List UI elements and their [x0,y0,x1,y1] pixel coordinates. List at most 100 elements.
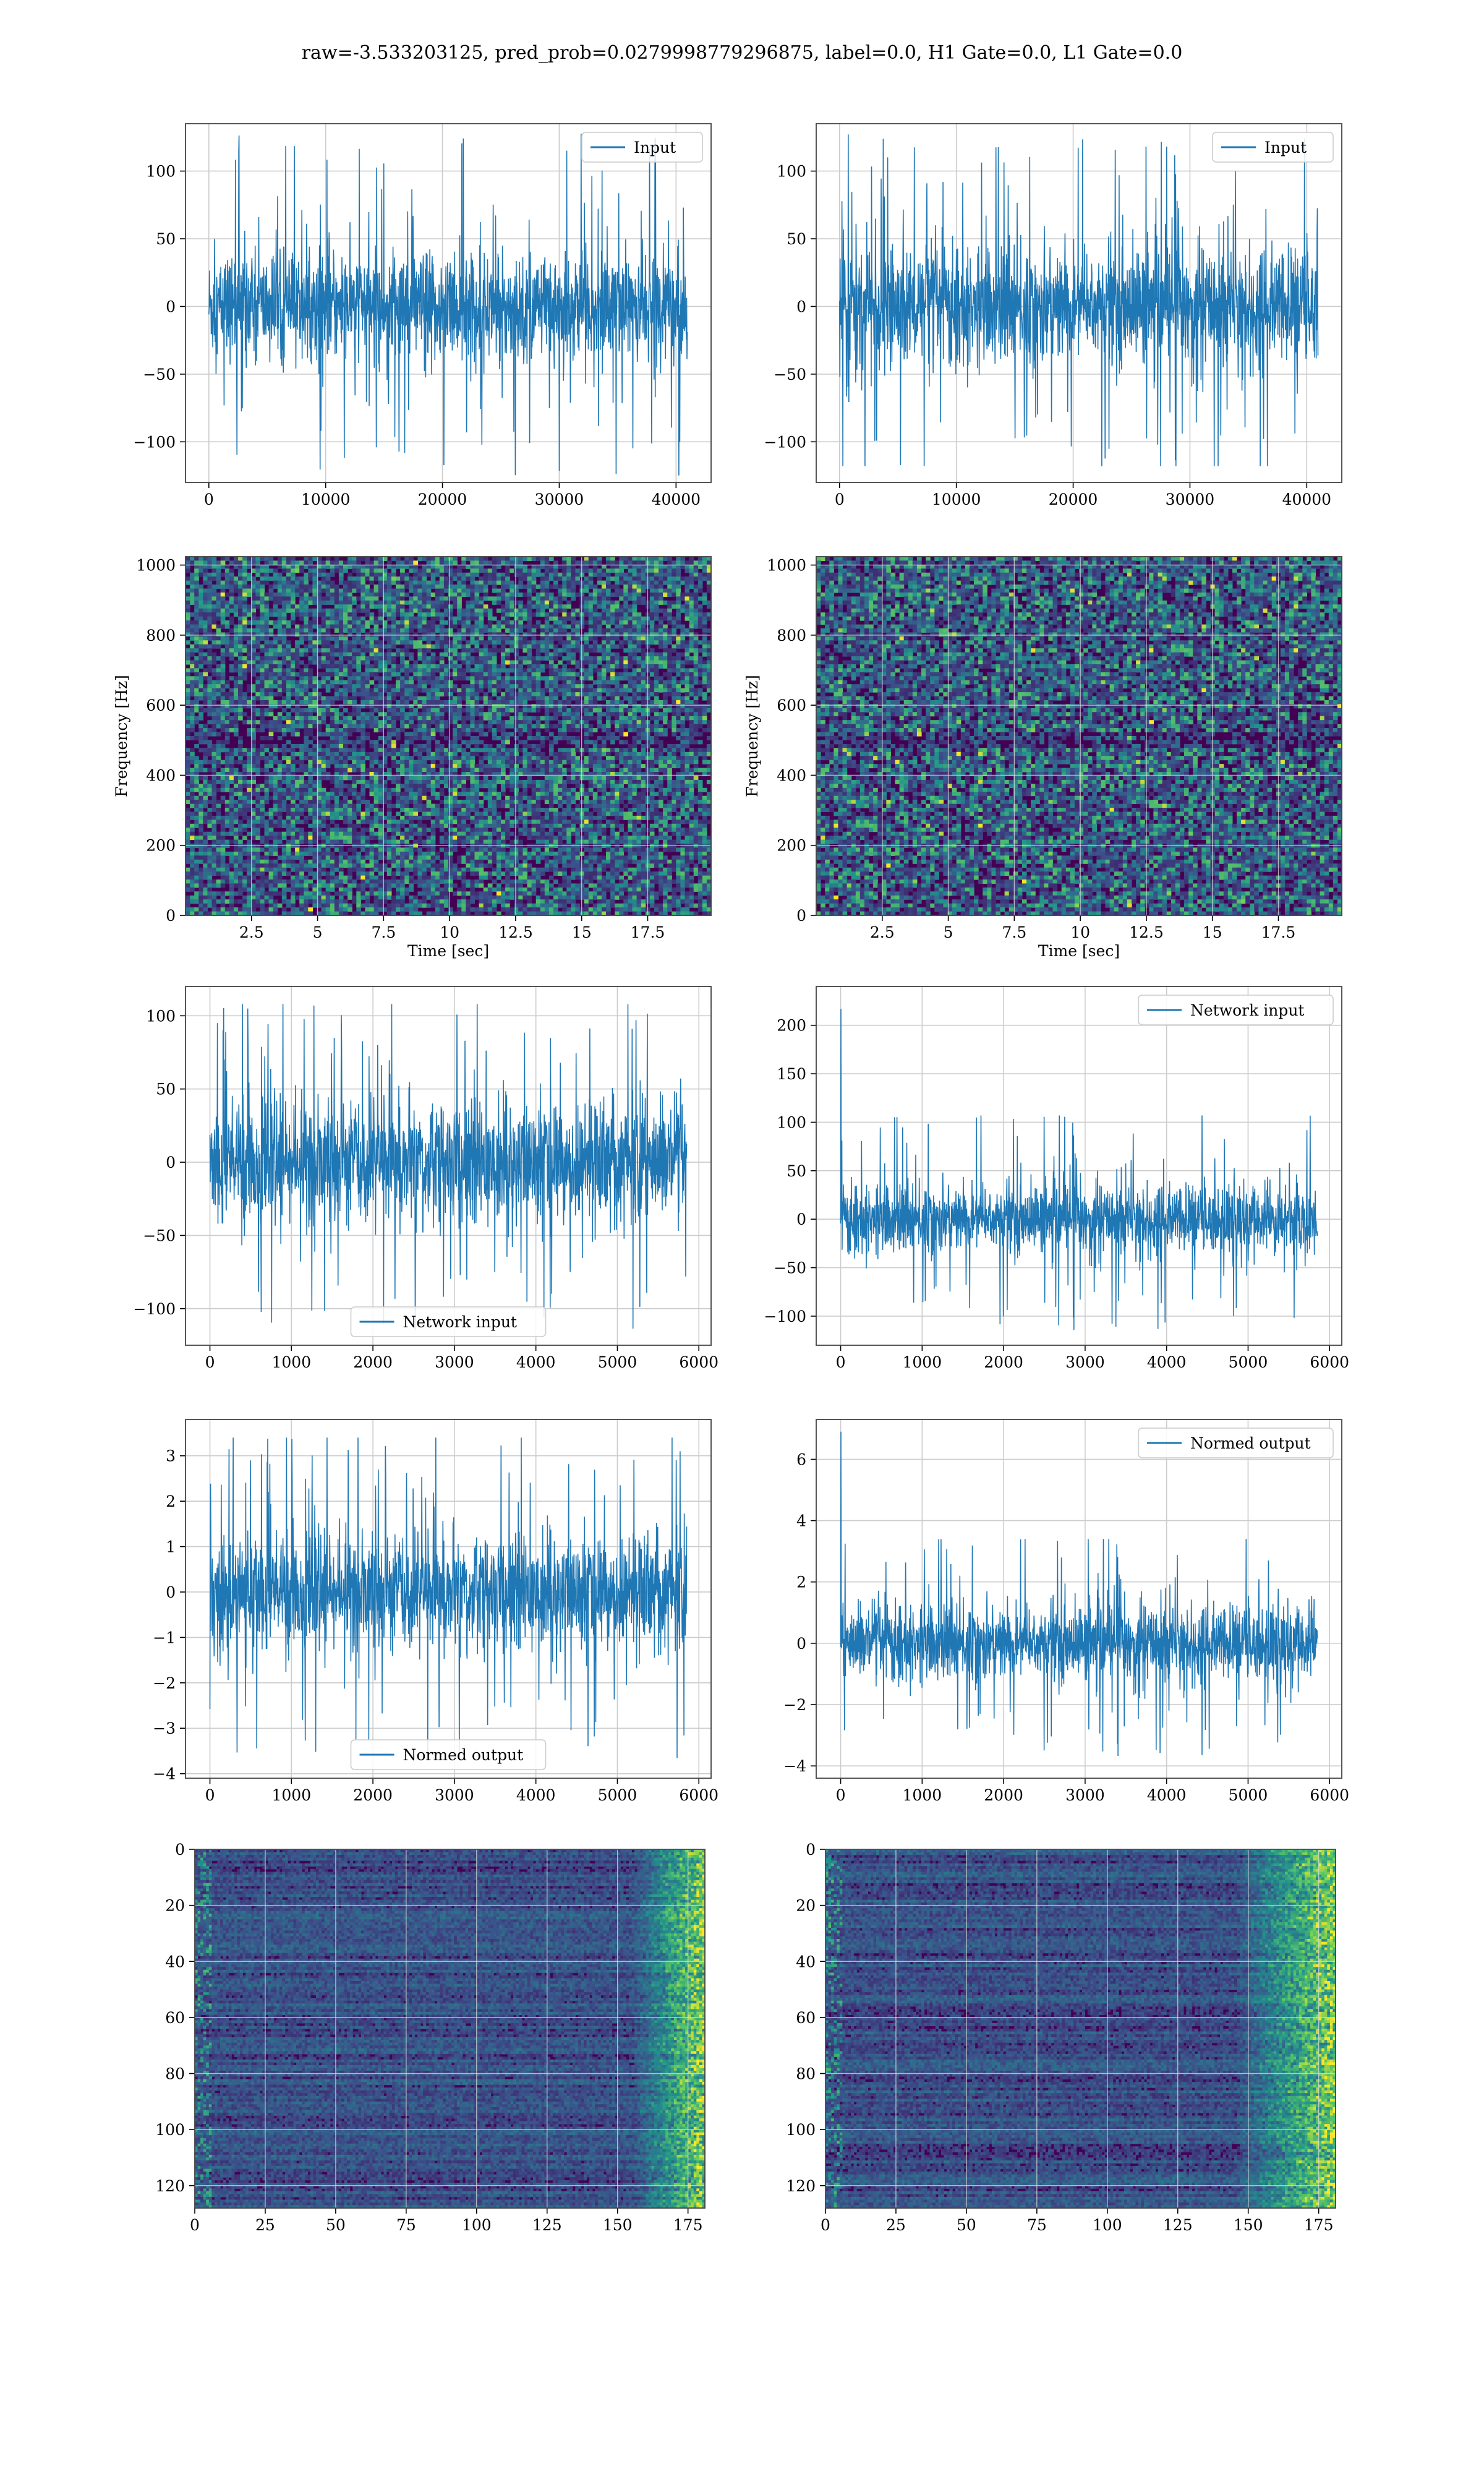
heatmap-cell [470,589,475,593]
heatmap-cell [623,560,628,565]
heatmap-cell [492,581,497,585]
heatmap-cell [641,625,646,629]
heatmap-cell [225,593,230,597]
heatmap-cell [234,636,239,641]
heatmap-cell [540,644,545,649]
heatmap-cell [518,625,523,629]
heatmap-cell [194,644,199,649]
heatmap-cell [360,609,365,613]
heatmap-cell [198,640,203,644]
heatmap-cell [540,593,545,597]
heatmap-cell [435,589,440,593]
heatmap-cell [422,612,427,617]
heatmap-cell [457,644,462,649]
heatmap-cell [225,584,230,589]
heatmap-cell [339,636,344,641]
heatmap-cell [641,596,646,601]
heatmap-cell [619,596,624,601]
heatmap-cell [308,644,313,649]
heatmap-cell [247,560,252,565]
heatmap-cell [650,584,655,589]
heatmap-cell [475,612,480,617]
heatmap-cell [422,576,427,581]
heatmap-cell [667,576,672,581]
heatmap-cell [689,601,694,605]
heatmap-cell [322,644,326,649]
heatmap-cell [702,636,707,641]
heatmap-cell [650,601,655,605]
heatmap-cell [247,640,252,644]
heatmap-cell [194,576,199,581]
heatmap-cell [295,612,300,617]
heatmap-cell [312,617,317,621]
heatmap-cell [269,596,274,601]
heatmap-cell [694,560,699,565]
heatmap-cell [417,604,422,609]
heatmap-cell [282,628,287,633]
heatmap-cell [633,632,638,636]
heatmap-cell [461,589,466,593]
heatmap-cell [435,596,440,601]
y-tick-label: −100 [764,433,806,451]
heatmap-cell [431,581,436,585]
heatmap-cell [505,604,510,609]
heatmap-cell [370,560,375,565]
heatmap-cell [229,584,234,589]
heatmap-cell [518,593,523,597]
heatmap-cell [615,628,620,633]
heatmap-cell [549,612,554,617]
heatmap-cell [619,644,624,649]
heatmap-cell [203,604,208,609]
heatmap-cell [255,589,260,593]
heatmap-cell [409,604,414,609]
heatmap-cell [497,632,501,636]
heatmap-cell [619,576,624,581]
heatmap-cell [694,617,699,621]
heatmap-cell [203,620,208,625]
heatmap-cell [255,560,260,565]
heatmap-cell [255,628,260,633]
heatmap-cell [221,640,226,644]
heatmap-cell [308,576,313,581]
heatmap-cell [330,644,335,649]
heatmap-cell [566,640,571,644]
heatmap-cell [234,612,239,617]
heatmap-cell [492,557,497,561]
heatmap-cell [689,625,694,629]
heatmap-cell [457,604,462,609]
heatmap-cell [628,604,633,609]
heatmap-cell [667,617,672,621]
heatmap-cell [348,609,352,613]
heatmap-cell [360,644,365,649]
heatmap-cell [269,648,274,653]
heatmap-cell [593,568,598,573]
heatmap-cell [522,604,527,609]
heatmap-cell [186,593,190,597]
heatmap-cell [505,584,510,589]
heatmap-cell [619,568,624,573]
heatmap-cell [558,589,563,593]
heatmap-cell [536,593,541,597]
heatmap-cell [229,617,234,621]
heatmap-cell [610,593,615,597]
heatmap-cell [650,557,655,561]
heatmap-cell [348,596,352,601]
heatmap-cell [387,617,392,621]
heatmap-cell [440,640,445,644]
heatmap-cell [229,644,234,649]
heatmap-cell [396,584,401,589]
heatmap-cell [295,640,300,644]
heatmap-cell [186,620,190,625]
heatmap-cell [527,584,532,589]
heatmap-cell [633,644,638,649]
heatmap-cell [650,632,655,636]
heatmap-cell [326,601,331,605]
heatmap-cell [602,620,607,625]
heatmap-cell [514,593,519,597]
heatmap-cell [238,557,243,561]
heatmap-cell [659,573,663,577]
heatmap-cell [234,604,239,609]
heatmap-cell [680,604,685,609]
heatmap-cell [203,617,208,621]
heatmap-cell [431,601,436,605]
